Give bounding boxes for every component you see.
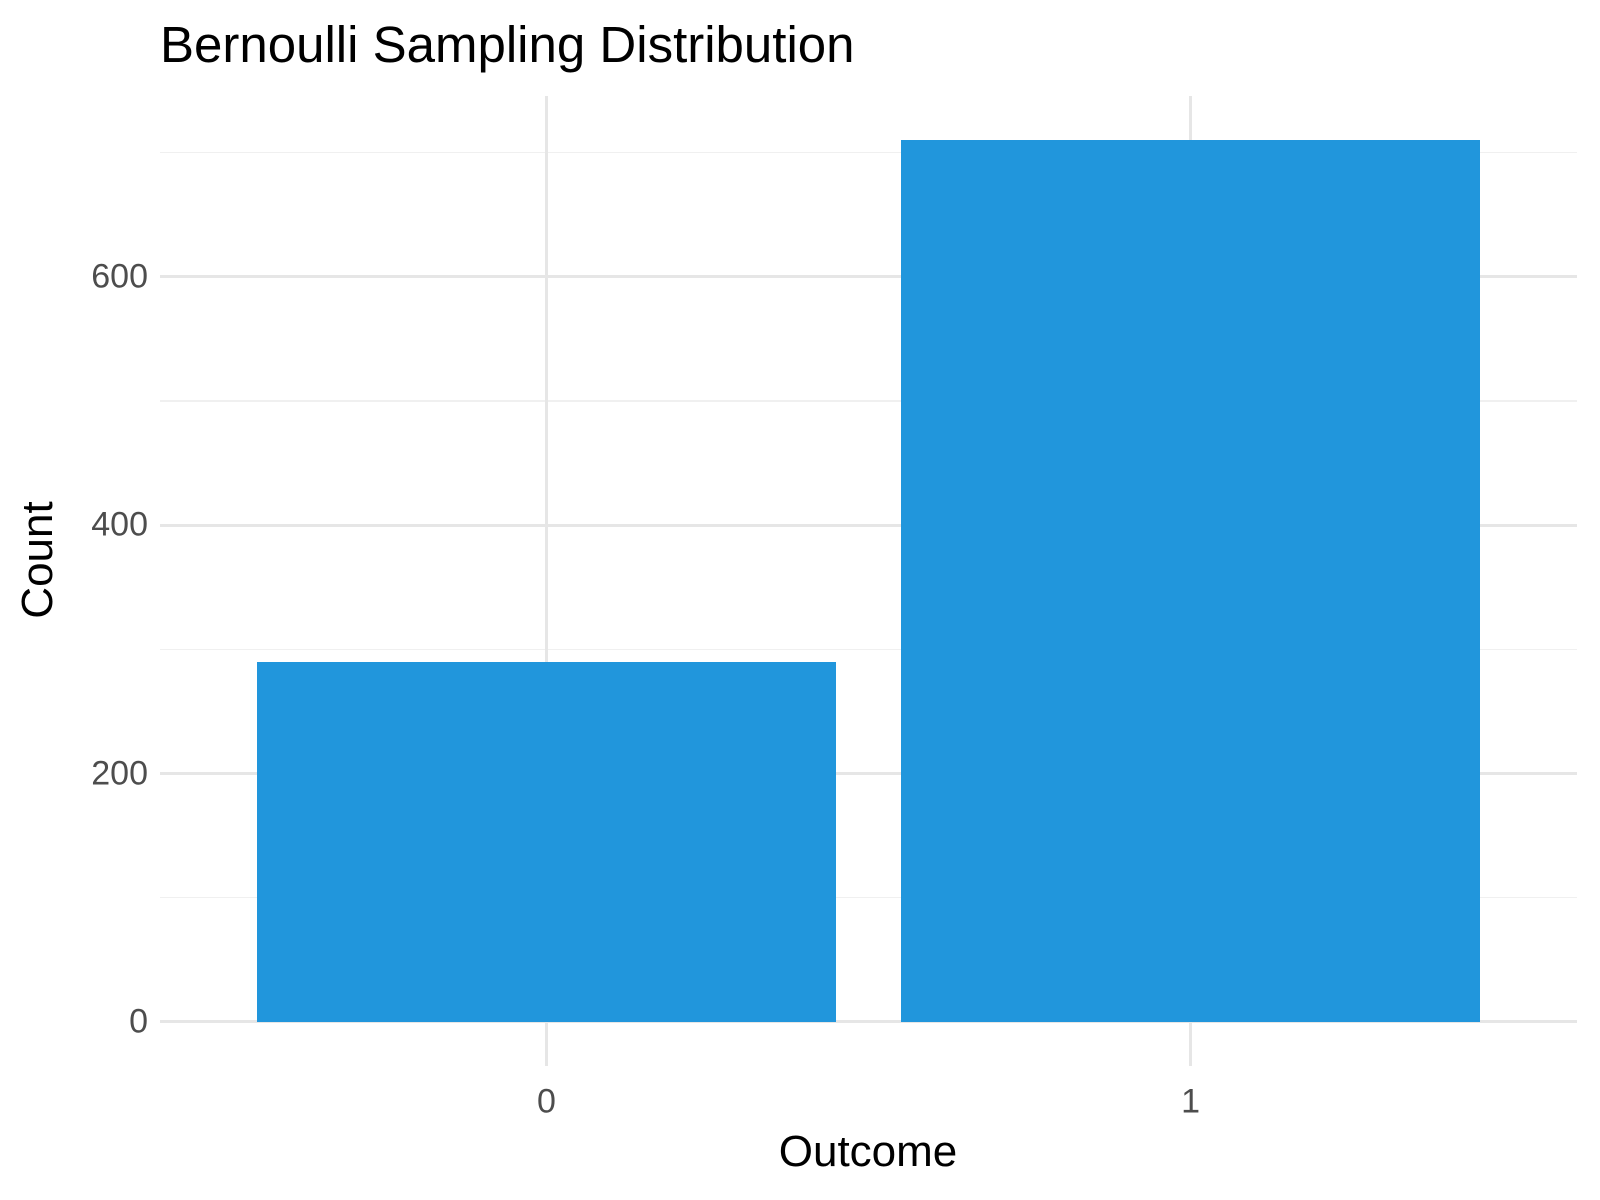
x-axis-title: Outcome: [778, 1127, 958, 1176]
plot-panel: [160, 96, 1577, 1066]
x-tick-label: 1: [1181, 1082, 1200, 1121]
y-major-gridline: [160, 772, 1577, 775]
y-tick-label: 0: [129, 1002, 148, 1041]
y-tick-label: 200: [91, 754, 148, 792]
y-minor-gridline: [160, 896, 1577, 899]
y-major-gridline: [160, 1020, 1577, 1024]
y-axis-tick-labels: 0 200 400 600: [0, 0, 148, 1200]
y-major-gridline: [160, 275, 1577, 279]
y-minor-gridline: [160, 648, 1577, 651]
y-minor-gridline: [160, 151, 1577, 154]
bar-category-1: [900, 140, 1481, 1022]
x-major-gridline: [544, 96, 548, 1066]
bar-category-0: [256, 661, 837, 1022]
y-tick-label: 400: [91, 505, 148, 544]
y-minor-gridline: [160, 400, 1577, 402]
y-major-gridline: [160, 523, 1577, 527]
y-tick-label: 600: [91, 257, 148, 296]
x-tick-label: 0: [536, 1082, 556, 1121]
chart-title: Bernoulli Sampling Distribution: [160, 16, 855, 73]
